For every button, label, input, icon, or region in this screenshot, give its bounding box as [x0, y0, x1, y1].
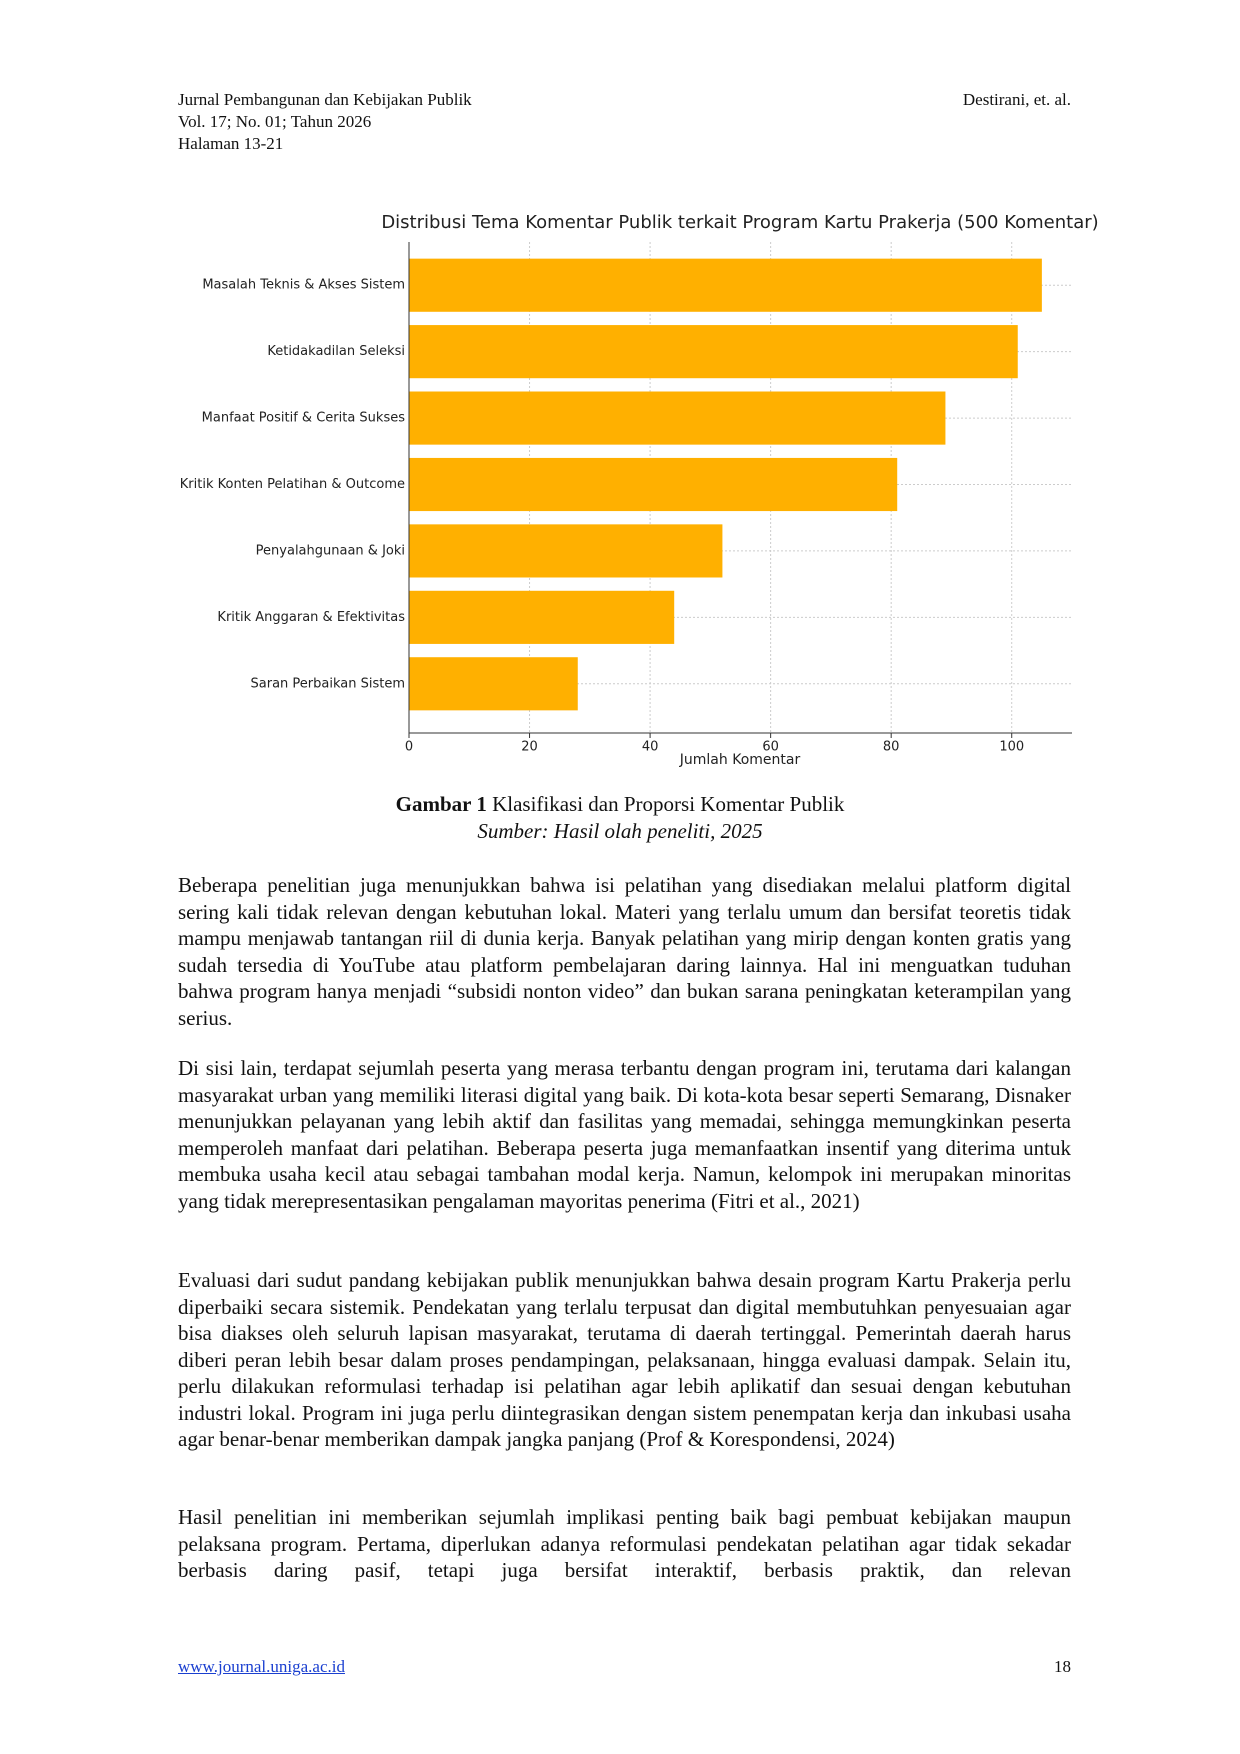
y-tick-label: Kritik Konten Pelatihan & Outcome	[180, 477, 405, 492]
volume: Vol. 17; No. 01; Tahun 2026	[178, 112, 372, 131]
bar	[409, 391, 946, 445]
x-tick-label: 80	[883, 740, 900, 755]
x-tick-label: 0	[405, 740, 413, 755]
x-tick-label: 40	[642, 740, 659, 755]
x-tick-label: 20	[521, 740, 538, 755]
page-number: 18	[1054, 1657, 1071, 1676]
paragraph: Beberapa penelitian juga menunjukkan bah…	[178, 873, 1071, 1030]
figure-caption: Gambar 1 Klasifikasi dan Proporsi Koment…	[0, 792, 1240, 817]
bar	[409, 325, 1018, 379]
bar	[409, 457, 898, 512]
y-tick-label: Masalah Teknis & Akses Sistem	[202, 278, 405, 293]
paragraph: Hasil penelitian ini memberikan sejumlah…	[178, 1505, 1071, 1582]
y-tick-label: Penyalahgunaan & Joki	[256, 543, 405, 558]
y-tick-label: Ketidakadilan Seleksi	[267, 344, 405, 359]
y-tick-label: Manfaat Positif & Cerita Sukses	[202, 411, 406, 426]
bar	[409, 258, 1042, 312]
authors: Destirani, et. al.	[962, 90, 1071, 109]
journal-name: Jurnal Pembangunan dan Kebijakan Publik	[178, 90, 472, 109]
chart-title: Distribusi Tema Komentar Publik terkait …	[381, 212, 1098, 233]
bar	[409, 524, 723, 578]
journal-link[interactable]: www.journal.uniga.ac.id	[178, 1657, 345, 1676]
paragraph: Evaluasi dari sudut pandang kebijakan pu…	[178, 1268, 1071, 1451]
caption-source: Sumber: Hasil olah peneliti, 2025	[477, 819, 763, 843]
x-axis-label: Jumlah Komentar	[679, 752, 801, 768]
bar	[409, 590, 675, 644]
paragraph: Di sisi lain, terdapat sejumlah peserta …	[178, 1056, 1071, 1213]
x-tick-label: 100	[999, 740, 1024, 755]
caption-label: Gambar 1	[395, 792, 487, 816]
caption-text: Klasifikasi dan Proporsi Komentar Publik	[492, 792, 845, 816]
y-tick-label: Kritik Anggaran & Efektivitas	[217, 610, 405, 625]
pages: Halaman 13-21	[178, 134, 284, 153]
y-tick-label: Saran Perbaikan Sistem	[251, 676, 405, 691]
chart: Distribusi Tema Komentar Publik terkait …	[180, 212, 1099, 768]
bar	[409, 657, 578, 711]
x-tick-label: 60	[762, 740, 779, 755]
